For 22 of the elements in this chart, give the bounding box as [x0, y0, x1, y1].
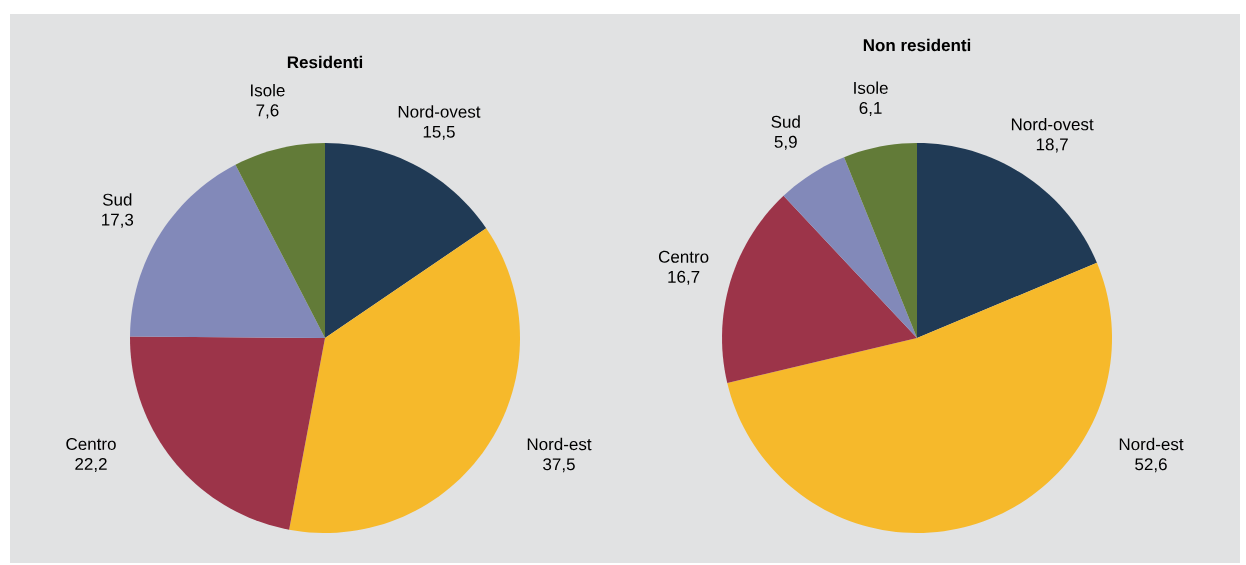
slice-label: Nord-ovest [1011, 117, 1094, 131]
slice-label: Nord-est [527, 437, 592, 451]
data-label: 6,1 [859, 101, 882, 116]
slice-label: Centro [66, 437, 116, 451]
slice-label: Nord-est [1119, 437, 1184, 451]
chart-title: Residenti [287, 55, 363, 69]
data-label: 22,2 [75, 457, 107, 473]
slice-label: Nord-ovest [398, 105, 481, 118]
data-label: 7,6 [256, 104, 279, 119]
data-label: 5,9 [774, 135, 797, 150]
data-label: 18,7 [1036, 138, 1068, 153]
data-label: 17,3 [102, 213, 134, 228]
slice-label: Sud [771, 115, 800, 128]
slice-label: Sud [102, 193, 132, 206]
chart-title: Non residenti [863, 38, 971, 52]
data-label: 15,5 [423, 125, 455, 140]
slice-label: Centro [658, 250, 709, 263]
slice-label: Isole [251, 83, 285, 97]
data-label: 37,5 [543, 458, 575, 473]
data-label: 16,7 [668, 270, 700, 285]
slice-label: Isole [854, 81, 888, 94]
data-label: 52,6 [1135, 458, 1167, 473]
